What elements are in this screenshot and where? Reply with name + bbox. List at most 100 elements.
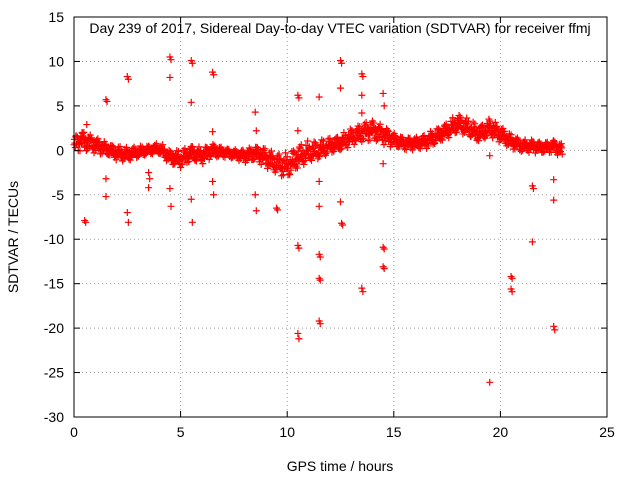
y-tick-label: -5 xyxy=(52,187,65,203)
data-point xyxy=(322,149,330,157)
grid-lines xyxy=(74,17,607,417)
data-point xyxy=(304,137,312,145)
data-point xyxy=(338,219,346,227)
data-point xyxy=(185,158,193,166)
data-point xyxy=(358,109,366,117)
data-point xyxy=(384,128,392,136)
data-point xyxy=(550,176,558,184)
data-point xyxy=(379,243,387,251)
data-point xyxy=(319,137,327,145)
data-point xyxy=(316,276,324,284)
y-axis-label: SDTVAR / TECUs xyxy=(5,181,21,293)
axis-ticks: 0 5 10 15 20 25 -30 -25 -20 -15 -10 -5 0 5 10 15 xyxy=(44,9,615,440)
data-point xyxy=(316,253,324,261)
data-point xyxy=(508,274,516,282)
x-tick-label: 10 xyxy=(279,424,295,440)
y-tick-label: 10 xyxy=(48,53,64,69)
data-point xyxy=(92,147,100,155)
data-point xyxy=(112,156,120,164)
chart-title: Day 239 of 2017, Sidereal Day-to-day VTE… xyxy=(89,20,590,36)
data-point xyxy=(316,320,324,328)
data-point xyxy=(342,131,350,139)
data-point xyxy=(294,127,302,135)
data-point xyxy=(345,138,353,146)
data-point xyxy=(358,284,366,292)
data-point xyxy=(326,134,334,142)
data-point xyxy=(210,191,218,199)
data-point xyxy=(145,184,153,192)
data-point xyxy=(379,160,387,168)
data-point xyxy=(550,137,558,145)
data-point xyxy=(431,140,439,148)
data-point xyxy=(380,102,388,110)
data-point xyxy=(507,131,515,139)
data-point xyxy=(261,145,269,153)
data-point xyxy=(297,141,305,149)
data-point xyxy=(464,117,472,125)
data-point xyxy=(134,152,142,160)
y-tick-label: 0 xyxy=(56,142,64,158)
data-point xyxy=(455,111,463,119)
data-point xyxy=(287,166,295,174)
data-point xyxy=(337,84,344,92)
data-point xyxy=(380,245,388,253)
data-point xyxy=(159,141,167,149)
data-point xyxy=(178,160,186,168)
data-point xyxy=(257,160,265,168)
data-point xyxy=(315,274,323,282)
x-tick-label: 25 xyxy=(599,424,615,440)
data-point xyxy=(146,175,154,183)
data-point xyxy=(402,146,410,154)
data-point xyxy=(122,143,130,151)
data-point xyxy=(94,138,102,146)
x-tick-label: 5 xyxy=(177,424,185,440)
data-point xyxy=(281,149,289,157)
data-point xyxy=(486,117,494,125)
data-point xyxy=(300,160,308,168)
data-point xyxy=(338,59,346,67)
x-tick-label: 0 xyxy=(70,424,78,440)
data-point xyxy=(486,152,494,160)
data-point xyxy=(264,164,272,172)
data-point xyxy=(376,120,384,128)
data-point xyxy=(550,196,558,204)
data-point xyxy=(551,326,559,334)
data-point xyxy=(293,164,301,172)
data-point xyxy=(102,175,110,183)
data-point xyxy=(362,118,370,126)
data-point xyxy=(379,89,387,97)
data-point xyxy=(442,120,450,128)
data-point xyxy=(174,148,182,156)
data-point xyxy=(145,169,153,177)
data-point xyxy=(315,202,323,210)
data-point xyxy=(251,108,259,116)
data-point xyxy=(124,218,132,226)
data-point xyxy=(181,144,189,152)
data-point xyxy=(445,134,453,142)
data-point xyxy=(315,93,323,101)
data-point xyxy=(358,91,366,99)
data-point xyxy=(461,128,469,136)
data-point xyxy=(209,177,217,185)
data-point xyxy=(295,335,303,343)
data-point xyxy=(438,136,446,144)
data-point xyxy=(195,143,203,151)
y-tick-label: 5 xyxy=(56,98,64,114)
data-point xyxy=(339,221,347,229)
data-point xyxy=(205,155,213,163)
data-point xyxy=(123,209,131,217)
data-point xyxy=(508,288,516,296)
y-tick-label: -15 xyxy=(44,276,64,292)
plot-frame xyxy=(73,16,608,418)
y-tick-label: -30 xyxy=(44,409,64,425)
data-point xyxy=(78,140,86,148)
data-point xyxy=(359,73,367,81)
y-tick-label: -25 xyxy=(44,365,64,381)
data-point xyxy=(267,147,275,155)
data-point xyxy=(359,288,367,296)
data-point xyxy=(102,193,110,201)
data-point xyxy=(76,147,84,155)
data-point xyxy=(380,265,388,273)
data-point xyxy=(252,207,260,215)
data-point xyxy=(278,172,286,180)
